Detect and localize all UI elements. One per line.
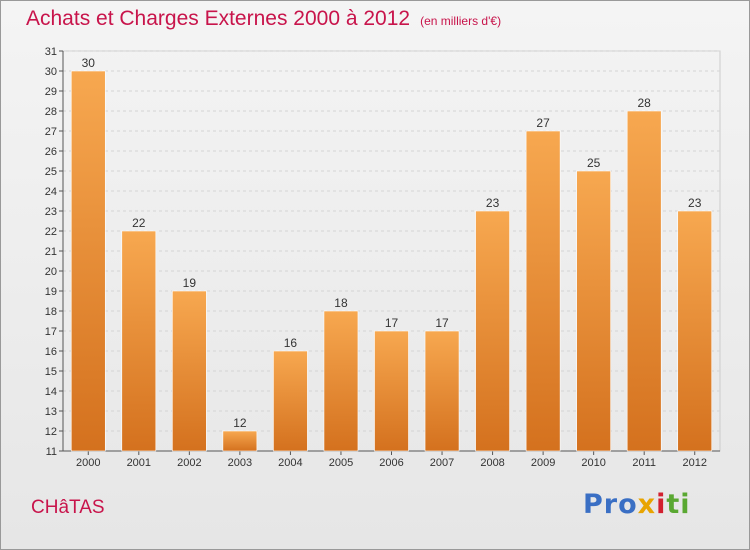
- y-tick-label: 17: [45, 326, 57, 338]
- data-label-2003: 12: [233, 416, 247, 430]
- bar-2008: [475, 210, 510, 452]
- x-tick-label-2006: 2006: [379, 457, 403, 469]
- data-label-2000: 30: [82, 56, 96, 70]
- y-tick-label: 18: [45, 306, 57, 318]
- data-label-2012: 23: [688, 196, 702, 210]
- data-label-2010: 25: [587, 156, 601, 170]
- data-label-2001: 22: [132, 216, 146, 230]
- bar-2003: [222, 430, 258, 452]
- data-label-2011: 28: [638, 96, 652, 110]
- y-tick-label: 13: [45, 406, 57, 418]
- data-label-2008: 23: [486, 196, 500, 210]
- data-label-2006: 17: [385, 316, 399, 330]
- x-tick-label-2012: 2012: [682, 457, 706, 469]
- proxiti-logo: Proxiti: [583, 489, 691, 520]
- x-tick-label-2010: 2010: [581, 457, 605, 469]
- chart-title: Achats et Charges Externes 2000 à 2012 (e…: [26, 7, 501, 31]
- y-tick-label: 12: [45, 426, 57, 438]
- data-label-2004: 16: [284, 336, 298, 350]
- bar-2012: [677, 210, 713, 452]
- data-label-2002: 19: [183, 276, 197, 290]
- chart-title-text: Achats et Charges Externes 2000 à 2012: [26, 7, 411, 30]
- x-tick-label-2003: 2003: [228, 457, 252, 469]
- chart-subtitle: (en milliers d'€): [420, 14, 502, 28]
- y-tick-label: 31: [45, 46, 57, 58]
- y-tick-label: 27: [45, 126, 57, 138]
- x-tick-label-2011: 2011: [632, 457, 656, 469]
- data-label-2005: 18: [334, 296, 348, 310]
- x-tick-label-2005: 2005: [329, 457, 353, 469]
- bar-2011: [626, 110, 662, 452]
- y-tick-label: 11: [46, 446, 57, 458]
- labels: 30 2000 22 2001 19 2002 12 2003 16 2004 18 2005 17 20…: [76, 56, 707, 469]
- bar-2004: [273, 350, 308, 452]
- bar-2002: [172, 290, 207, 452]
- y-tick-label: 16: [45, 346, 57, 358]
- x-tick-label-2008: 2008: [480, 457, 504, 469]
- y-tick-label: 20: [45, 266, 57, 278]
- x-tick-label-2009: 2009: [531, 457, 555, 469]
- x-tick-label-2000: 2000: [76, 457, 100, 469]
- x-tick-label-2002: 2002: [177, 457, 201, 469]
- y-tick-label: 28: [45, 106, 57, 118]
- bar-2009: [525, 130, 561, 452]
- y-tick-label: 30: [45, 66, 57, 78]
- y-tick-label: 29: [45, 86, 57, 98]
- y-tick-label: 21: [45, 246, 57, 258]
- y-tick-label: 22: [45, 226, 57, 238]
- y-tick-label: 26: [45, 146, 57, 158]
- logo-part-2: x: [637, 489, 657, 520]
- bar-2001: [121, 230, 157, 452]
- bar-2000: [70, 70, 106, 452]
- x-tick-label-2001: 2001: [127, 457, 151, 469]
- bar-2007: [424, 330, 460, 452]
- y-tick-label: 14: [45, 386, 57, 398]
- logo-part-1: Pro: [583, 489, 638, 520]
- y-tick-label: 15: [45, 366, 57, 378]
- bar-2006: [374, 330, 409, 452]
- x-tick-label-2004: 2004: [278, 457, 302, 469]
- bar-2005: [323, 310, 359, 452]
- data-label-2007: 17: [435, 316, 449, 330]
- y-tick-label: 23: [45, 206, 57, 218]
- bars: [70, 70, 713, 452]
- y-tick-label: 24: [45, 186, 57, 198]
- y-tick-label: 19: [45, 286, 57, 298]
- commune-name: CHâTAS: [31, 497, 105, 518]
- logo-part-4: ti: [666, 489, 691, 520]
- y-tick-label: 25: [45, 166, 57, 178]
- x-tick-label-2007: 2007: [430, 457, 454, 469]
- data-label-2009: 27: [536, 116, 550, 130]
- bar-2010: [576, 170, 611, 452]
- logo-part-3: i: [656, 489, 667, 520]
